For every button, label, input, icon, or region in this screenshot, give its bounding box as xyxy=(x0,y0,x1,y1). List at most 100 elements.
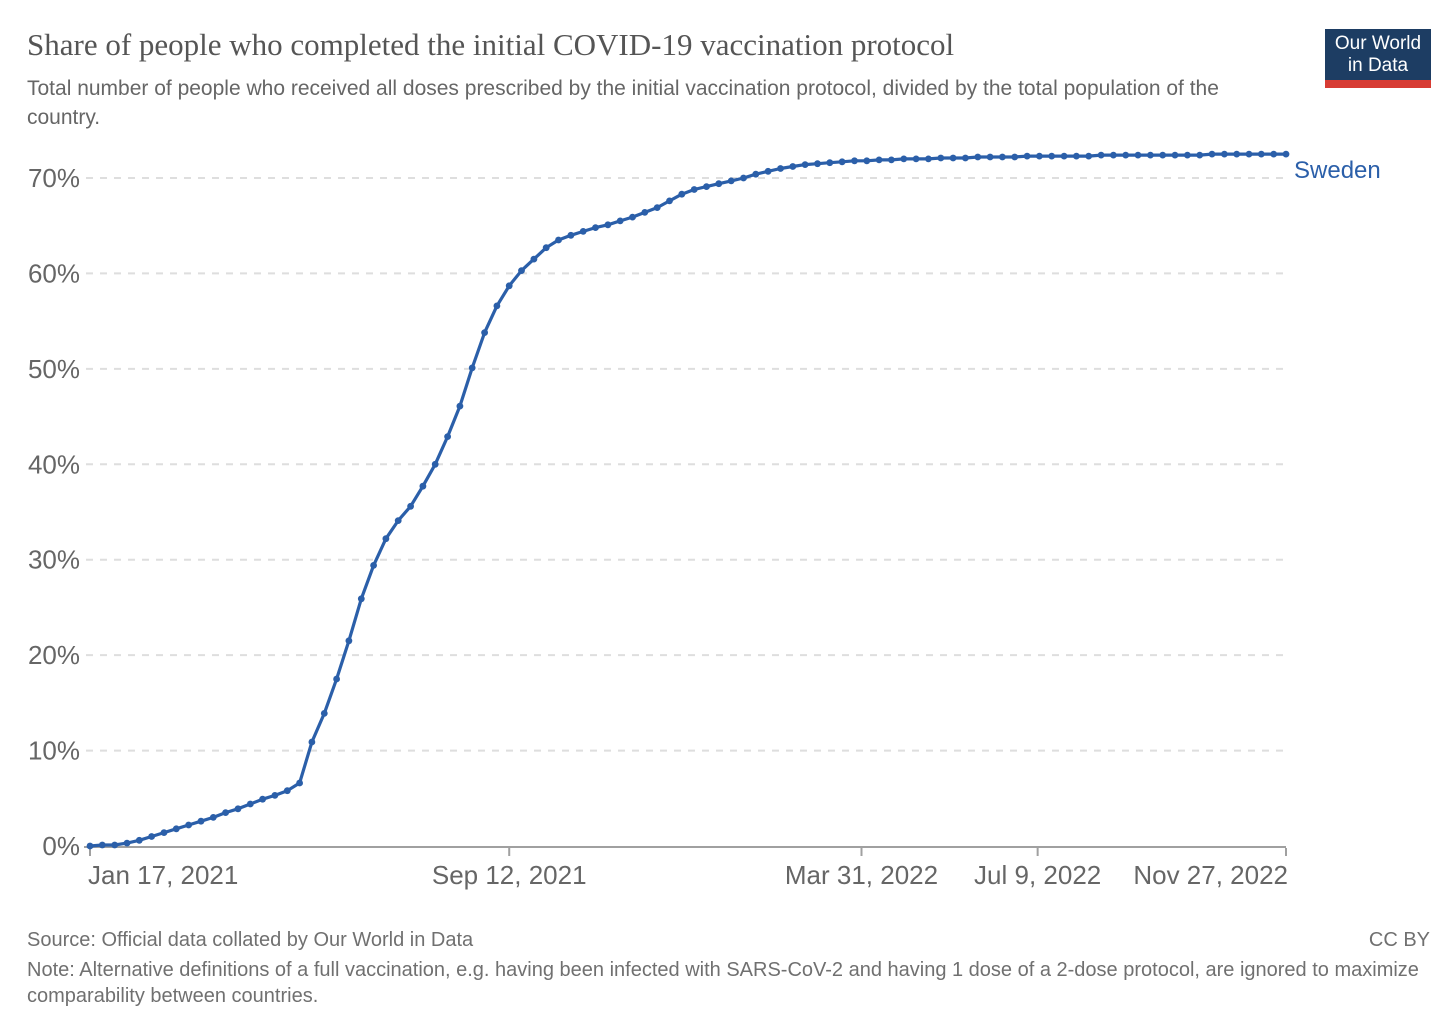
data-point xyxy=(1048,152,1056,160)
data-point xyxy=(851,157,858,165)
note-text: Note: Alternative definitions of a full … xyxy=(27,959,1419,1007)
y-tick-label-30: 30% xyxy=(28,545,80,575)
source-text: Source: Official data collated by Our Wo… xyxy=(27,929,474,951)
data-point xyxy=(752,170,760,178)
data-point xyxy=(333,675,340,683)
data-point xyxy=(320,710,328,717)
data-point xyxy=(1233,150,1241,158)
data-point xyxy=(222,809,230,816)
data-point xyxy=(653,204,661,212)
data-point xyxy=(974,153,982,161)
data-point xyxy=(505,282,513,290)
x-tick-label: Nov 27, 2022 xyxy=(1133,860,1288,890)
data-point xyxy=(1060,152,1068,160)
data-point xyxy=(567,231,575,239)
data-point xyxy=(727,177,735,185)
x-tick-label: Jul 9, 2022 xyxy=(974,860,1101,890)
data-point xyxy=(690,186,698,193)
data-point xyxy=(1147,151,1154,159)
data-point xyxy=(98,841,106,849)
data-point xyxy=(641,209,649,216)
data-point xyxy=(1282,150,1290,158)
data-point xyxy=(912,155,920,163)
data-point xyxy=(789,163,797,170)
data-point xyxy=(592,224,599,232)
data-point xyxy=(345,637,353,645)
data-point xyxy=(172,825,180,833)
data-point xyxy=(246,800,254,808)
data-point xyxy=(407,502,414,510)
data-point xyxy=(764,167,772,175)
data-point xyxy=(579,228,587,235)
data-point xyxy=(1023,152,1031,160)
gridlines xyxy=(86,177,1286,752)
y-tick-label-60: 60% xyxy=(28,258,80,288)
axis-tick-labels: 0% 10% 20% 30% 40% 50% 60% 70% Jan 17, 2021 Sep 1… xyxy=(28,163,1288,890)
owid-logo-line2: in Data xyxy=(1347,55,1409,76)
x-tick-label: Sep 12, 2021 xyxy=(432,860,587,890)
chart-subtitle: Total number of people who received all … xyxy=(27,77,1219,129)
data-point xyxy=(1171,151,1179,159)
data-point xyxy=(1159,151,1167,159)
x-tick-label: Mar 31, 2022 xyxy=(785,860,938,890)
data-point xyxy=(814,160,821,168)
data-point xyxy=(197,817,205,825)
data-point xyxy=(715,180,723,188)
series-line-sweden[interactable] xyxy=(86,150,1290,850)
data-point xyxy=(1184,151,1191,159)
data-point xyxy=(296,779,303,787)
data-point xyxy=(542,244,550,252)
data-point xyxy=(209,814,217,821)
data-point xyxy=(394,517,402,524)
data-point xyxy=(875,156,883,164)
data-point xyxy=(370,562,377,569)
data-point xyxy=(123,839,131,847)
data-point xyxy=(1196,151,1204,159)
y-tick-label-0: 0% xyxy=(42,831,80,861)
owid-logo[interactable]: Our World in Data xyxy=(1325,29,1431,88)
data-point xyxy=(148,833,156,840)
y-tick-label-20: 20% xyxy=(28,640,80,670)
data-point xyxy=(826,159,834,167)
data-point xyxy=(900,155,908,163)
data-point xyxy=(616,217,624,225)
y-tick-label-50: 50% xyxy=(28,354,80,384)
y-tick-label-70: 70% xyxy=(28,163,80,193)
x-tick-label: Jan 17, 2021 xyxy=(88,860,238,890)
data-point xyxy=(949,154,957,162)
data-point xyxy=(160,829,168,836)
data-point xyxy=(1245,150,1253,158)
data-point xyxy=(937,154,945,162)
data-point xyxy=(444,433,451,440)
data-point xyxy=(1085,152,1093,160)
page-title: Share of people who completed the initia… xyxy=(27,27,955,62)
x-axis xyxy=(84,846,1287,856)
data-point xyxy=(1270,150,1278,158)
data-point xyxy=(86,842,94,850)
plot-area[interactable] xyxy=(85,150,1286,847)
series-end-label[interactable]: Sweden xyxy=(1294,157,1381,184)
data-point xyxy=(1036,152,1043,160)
data-point xyxy=(135,836,143,844)
data-point xyxy=(1073,152,1080,160)
data-point xyxy=(431,460,439,468)
data-point xyxy=(283,787,291,795)
data-point xyxy=(1011,153,1019,161)
data-point xyxy=(555,236,562,244)
data-point xyxy=(382,535,390,543)
data-point xyxy=(530,255,538,263)
data-point xyxy=(111,841,119,849)
data-point xyxy=(986,153,994,161)
data-point xyxy=(271,792,279,799)
data-point xyxy=(666,197,673,205)
data-point xyxy=(999,153,1006,161)
data-point xyxy=(419,482,427,490)
license-link[interactable]: CC BY xyxy=(1368,929,1430,951)
data-point xyxy=(1097,151,1105,159)
data-point xyxy=(481,329,488,336)
data-point xyxy=(308,738,316,746)
data-point xyxy=(259,795,266,803)
data-point xyxy=(703,183,710,191)
